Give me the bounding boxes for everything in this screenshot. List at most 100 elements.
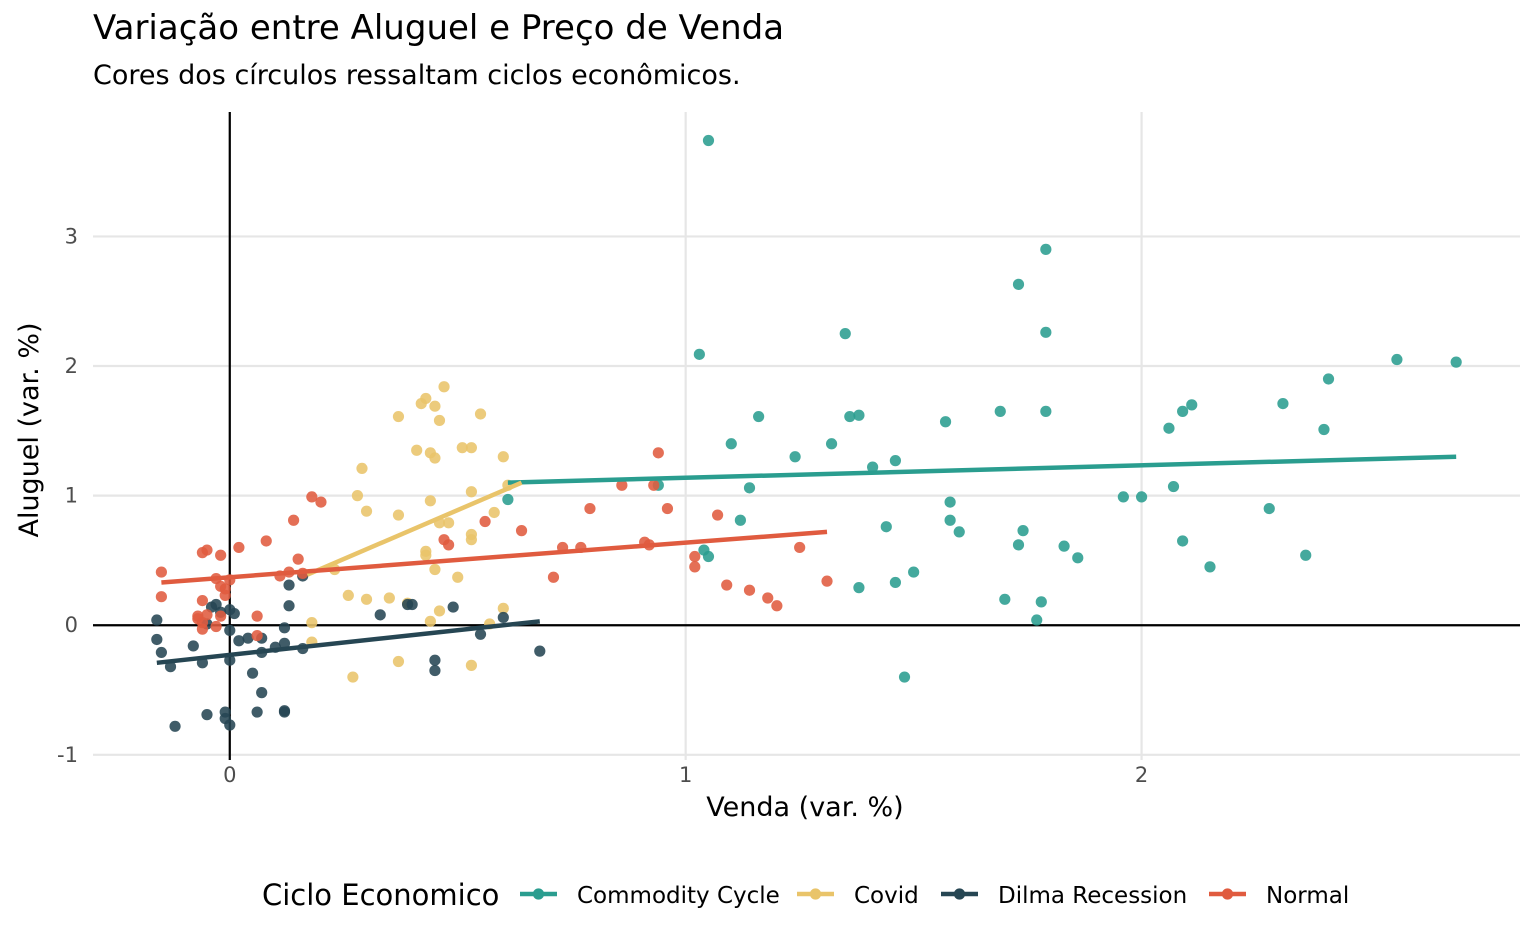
point-commodity-cycle [853, 582, 865, 594]
point-normal [689, 561, 701, 573]
point-normal [155, 566, 167, 578]
data-points [151, 134, 1462, 732]
gridlines [93, 112, 1520, 760]
legend-title: Ciclo Economico [262, 878, 499, 912]
point-dilma-recession [447, 601, 459, 613]
point-commodity-cycle [953, 526, 965, 538]
point-normal [215, 610, 227, 622]
point-dilma-recession [187, 640, 199, 652]
point-commodity-cycle [1040, 243, 1052, 255]
point-normal [661, 502, 674, 515]
point-commodity-cycle [1040, 405, 1052, 417]
point-commodity-cycle [702, 550, 715, 563]
point-commodity-cycle [939, 416, 952, 428]
point-normal [547, 571, 560, 583]
point-dilma-recession [169, 720, 181, 732]
point-dilma-recession [151, 633, 163, 646]
point-commodity-cycle [1058, 540, 1070, 552]
point-covid [488, 506, 500, 519]
trend-line-commodity-cycle [507, 454, 1457, 485]
point-covid [424, 615, 436, 627]
tick-labels: 0 1 2 -1 0 1 2 3 [57, 224, 1148, 787]
point-dilma-recession [283, 579, 295, 591]
point-commodity-cycle [1040, 326, 1052, 338]
trend-line-dilma-recession [156, 619, 541, 666]
point-covid [351, 490, 364, 502]
point-commodity-cycle [999, 593, 1011, 605]
point-covid [306, 617, 318, 629]
point-normal [584, 502, 596, 515]
x-tick-label: 0 [223, 763, 236, 787]
point-dilma-recession [164, 661, 177, 673]
point-normal [251, 610, 263, 622]
point-commodity-cycle [1135, 491, 1148, 503]
point-commodity-cycle [844, 410, 856, 423]
y-tick-label: 2 [65, 354, 78, 378]
y-tick-label: 3 [65, 224, 78, 248]
point-covid [392, 509, 405, 521]
point-covid [465, 659, 478, 671]
point-normal [215, 549, 227, 561]
point-normal [196, 594, 209, 607]
point-covid [433, 605, 446, 617]
point-commodity-cycle [944, 496, 956, 508]
point-dilma-recession [256, 687, 268, 699]
point-covid [429, 452, 441, 464]
point-dilma-recession [201, 709, 213, 721]
point-normal [155, 591, 167, 603]
y-tick-label: -1 [57, 743, 78, 767]
legend-key-point [953, 888, 966, 900]
point-covid [411, 444, 423, 456]
point-dilma-recession [278, 637, 291, 649]
point-commodity-cycle [693, 348, 705, 360]
point-covid [465, 442, 478, 454]
point-covid [438, 381, 450, 393]
point-commodity-cycle [867, 461, 879, 473]
point-normal [616, 479, 628, 491]
point-dilma-recession [374, 609, 386, 621]
point-normal [306, 491, 318, 503]
point-dilma-recession [283, 600, 295, 612]
point-commodity-cycle [1391, 353, 1403, 366]
point-normal [821, 575, 833, 587]
legend-key-point [1221, 888, 1234, 900]
chart-title: Variação entre Aluguel e Preço de Venda [93, 8, 785, 48]
point-commodity-cycle [734, 514, 746, 526]
point-normal [210, 620, 222, 633]
point-commodity-cycle [1031, 614, 1043, 626]
point-dilma-recession [155, 646, 167, 659]
point-covid [342, 589, 354, 602]
point-covid [360, 505, 373, 517]
legend-item: Covid [797, 883, 919, 909]
trend-lines [156, 454, 1457, 666]
point-commodity-cycle [944, 514, 956, 526]
point-covid [347, 671, 359, 683]
point-commodity-cycle [1204, 561, 1216, 573]
point-commodity-cycle [1072, 552, 1084, 564]
legend-item: Commodity Cycle [520, 883, 780, 909]
point-dilma-recession [278, 622, 291, 634]
point-commodity-cycle [1177, 535, 1189, 547]
point-covid [420, 549, 432, 561]
point-covid [392, 410, 405, 423]
point-dilma-recession [233, 635, 245, 647]
legend-label: Commodity Cycle [577, 883, 780, 909]
point-dilma-recession [224, 719, 236, 731]
point-covid [443, 517, 455, 529]
point-covid [360, 593, 373, 605]
point-dilma-recession [251, 706, 263, 718]
point-commodity-cycle [1117, 491, 1129, 503]
point-normal [479, 515, 491, 528]
point-covid [452, 571, 464, 583]
point-commodity-cycle [898, 671, 911, 683]
point-commodity-cycle [1186, 399, 1198, 411]
point-covid [456, 442, 468, 454]
y-axis-title: Aluguel (var. %) [14, 322, 45, 537]
point-covid [497, 451, 509, 463]
point-covid [465, 534, 478, 546]
point-normal [743, 584, 756, 596]
point-covid [465, 486, 478, 498]
point-commodity-cycle [908, 566, 920, 578]
point-covid [424, 495, 436, 507]
point-commodity-cycle [1017, 525, 1029, 537]
